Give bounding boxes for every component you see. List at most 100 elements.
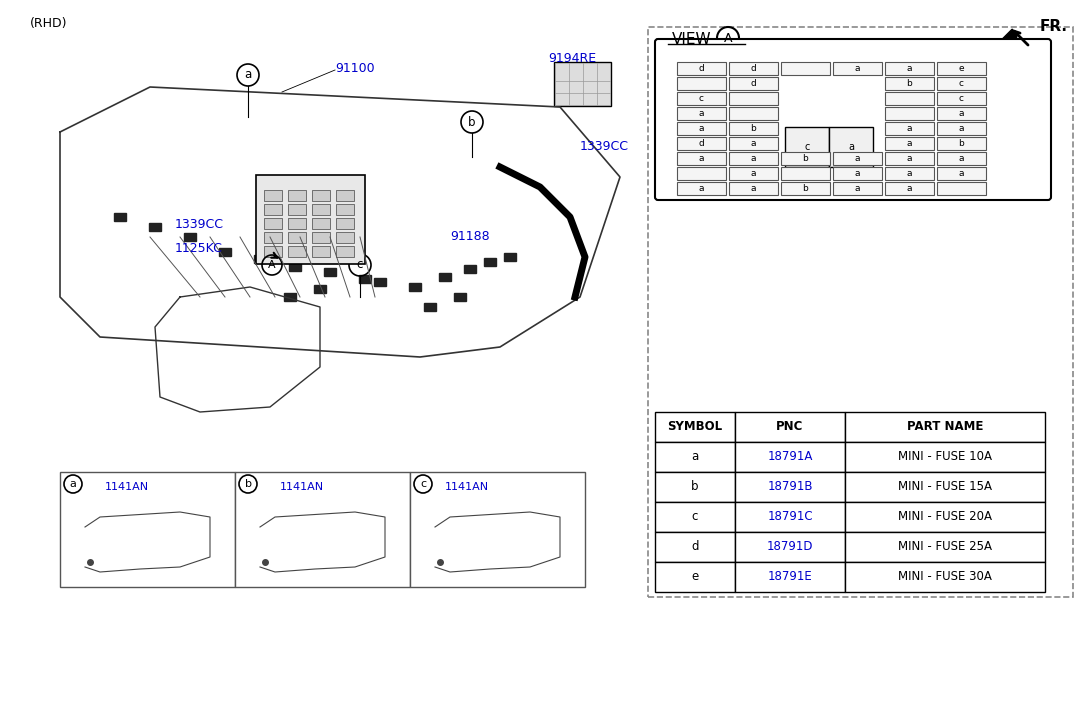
Bar <box>264 218 282 229</box>
Text: a: a <box>906 169 912 178</box>
Text: d: d <box>691 540 698 553</box>
Bar <box>336 204 354 215</box>
Bar <box>254 255 265 263</box>
FancyBboxPatch shape <box>729 121 778 134</box>
Bar <box>655 502 735 532</box>
Text: b: b <box>750 124 756 133</box>
Text: PART NAME: PART NAME <box>906 420 984 433</box>
Bar <box>845 562 1044 592</box>
FancyBboxPatch shape <box>729 137 778 150</box>
Text: c: c <box>420 479 426 489</box>
Text: a: a <box>854 64 860 73</box>
Bar <box>438 273 452 281</box>
Text: 91188: 91188 <box>450 230 490 244</box>
Bar <box>264 204 282 215</box>
Text: b: b <box>906 79 912 88</box>
FancyBboxPatch shape <box>937 151 986 164</box>
FancyBboxPatch shape <box>829 127 873 166</box>
Text: d: d <box>750 79 756 88</box>
FancyBboxPatch shape <box>729 182 778 195</box>
FancyBboxPatch shape <box>729 106 778 119</box>
FancyBboxPatch shape <box>832 62 881 74</box>
FancyBboxPatch shape <box>729 62 778 74</box>
Text: 91100: 91100 <box>335 63 374 76</box>
Bar <box>324 268 336 276</box>
Bar <box>288 204 306 215</box>
Text: a: a <box>698 124 704 133</box>
FancyBboxPatch shape <box>677 137 726 150</box>
Bar <box>359 275 371 283</box>
Text: MINI - FUSE 20A: MINI - FUSE 20A <box>898 510 992 523</box>
Text: 1141AN: 1141AN <box>445 482 490 492</box>
Text: a: a <box>698 184 704 193</box>
Text: 1141AN: 1141AN <box>106 482 149 492</box>
Text: b: b <box>691 481 698 494</box>
Text: 1339CC: 1339CC <box>580 140 629 153</box>
Text: 1339CC: 1339CC <box>175 219 224 231</box>
Bar <box>655 442 735 472</box>
Text: a: a <box>70 479 76 489</box>
Text: SYMBOL: SYMBOL <box>667 420 722 433</box>
Text: 9194RE: 9194RE <box>548 52 596 65</box>
FancyBboxPatch shape <box>937 182 986 195</box>
FancyBboxPatch shape <box>885 121 934 134</box>
FancyBboxPatch shape <box>832 166 881 180</box>
FancyBboxPatch shape <box>729 76 778 89</box>
FancyBboxPatch shape <box>885 137 934 150</box>
Bar <box>655 532 735 562</box>
FancyBboxPatch shape <box>832 151 881 164</box>
FancyBboxPatch shape <box>677 62 726 74</box>
FancyBboxPatch shape <box>885 76 934 89</box>
Text: a: a <box>751 139 756 148</box>
Text: a: a <box>854 184 860 193</box>
FancyBboxPatch shape <box>937 121 986 134</box>
Bar <box>284 293 296 301</box>
Text: a: a <box>854 169 860 178</box>
Text: a: a <box>854 154 860 163</box>
Text: a: a <box>959 109 964 118</box>
FancyBboxPatch shape <box>729 166 778 180</box>
Bar <box>60 472 235 587</box>
Text: a: a <box>959 124 964 133</box>
Text: c: c <box>357 259 363 271</box>
Text: b: b <box>802 184 808 193</box>
FancyBboxPatch shape <box>885 151 934 164</box>
Text: a: a <box>751 184 756 193</box>
Text: b: b <box>245 479 251 489</box>
Bar <box>424 303 436 311</box>
FancyBboxPatch shape <box>256 175 364 264</box>
Text: 1141AN: 1141AN <box>280 482 324 492</box>
Bar <box>409 283 421 291</box>
Text: a: a <box>698 109 704 118</box>
Text: b: b <box>802 154 808 163</box>
Bar <box>288 246 306 257</box>
Bar <box>484 258 496 266</box>
Text: a: a <box>691 451 698 464</box>
Text: a: a <box>906 124 912 133</box>
Bar <box>312 246 330 257</box>
Bar <box>845 532 1044 562</box>
Text: PNC: PNC <box>777 420 804 433</box>
Bar <box>410 472 585 587</box>
Bar <box>735 472 845 502</box>
Text: a: a <box>906 64 912 73</box>
Bar <box>735 502 845 532</box>
FancyBboxPatch shape <box>780 182 829 195</box>
Text: d: d <box>698 64 704 73</box>
Text: e: e <box>691 571 698 584</box>
Text: b: b <box>468 116 475 129</box>
Text: MINI - FUSE 25A: MINI - FUSE 25A <box>898 540 992 553</box>
Bar <box>845 502 1044 532</box>
Text: a: a <box>959 154 964 163</box>
FancyBboxPatch shape <box>677 182 726 195</box>
Text: a: a <box>245 68 251 81</box>
FancyBboxPatch shape <box>655 39 1051 200</box>
FancyBboxPatch shape <box>780 166 829 180</box>
Bar <box>264 232 282 243</box>
Text: a: a <box>751 154 756 163</box>
FancyBboxPatch shape <box>729 92 778 105</box>
Text: c: c <box>804 142 809 152</box>
Text: MINI - FUSE 15A: MINI - FUSE 15A <box>898 481 992 494</box>
FancyBboxPatch shape <box>937 106 986 119</box>
Text: a: a <box>906 139 912 148</box>
